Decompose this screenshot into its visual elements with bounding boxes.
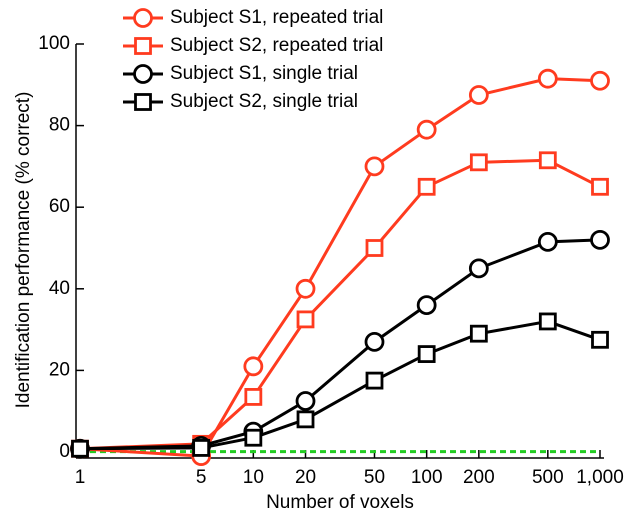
data-point: [244, 428, 263, 447]
data-point: [364, 156, 385, 177]
series-line: [79, 319, 601, 451]
data-point: [591, 177, 609, 196]
x-tick-label: 500: [532, 467, 564, 488]
data-point: [591, 330, 609, 349]
x-tick-label: 1,000: [576, 467, 624, 488]
data-point: [590, 229, 610, 250]
data-point: [537, 231, 558, 252]
y-tick-label: 60: [49, 196, 70, 217]
legend-label: Subject S1, single trial: [170, 63, 358, 84]
y-tick-label: 80: [49, 115, 70, 136]
data-point: [417, 177, 436, 196]
y-tick-label: 0: [59, 441, 70, 462]
data-point: [296, 310, 315, 329]
x-tick-label: 5: [196, 467, 207, 488]
series-line: [79, 238, 601, 451]
x-axis-label: Number of voxels: [266, 492, 414, 513]
data-point: [192, 439, 211, 457]
data-point: [468, 258, 489, 279]
x-tick-label: 50: [364, 467, 385, 488]
data-point: [364, 331, 385, 352]
data-point: [365, 239, 384, 257]
data-point: [295, 391, 316, 411]
data-point: [469, 153, 488, 172]
x-tick-label: 100: [411, 467, 443, 488]
legend-label: Subject S2, repeated trial: [170, 35, 383, 56]
data-point: [416, 295, 437, 316]
y-tick-label: 40: [49, 278, 70, 299]
x-tick-label: 1: [75, 467, 86, 488]
x-tick-label: 20: [295, 467, 316, 488]
legend-marker: [134, 37, 152, 55]
x-tick-label: 10: [243, 467, 264, 488]
x-tick-label: 200: [463, 467, 495, 488]
data-point: [416, 119, 437, 140]
legend-marker: [133, 64, 153, 84]
data-point: [243, 356, 264, 377]
data-point: [468, 85, 489, 105]
data-point: [296, 410, 315, 429]
data-point: [538, 312, 557, 331]
y-tick-label: 20: [49, 359, 70, 380]
legend-marker: [134, 93, 152, 111]
legend-label: Subject S2, single trial: [170, 91, 358, 112]
legend-label: Subject S1, repeated trial: [170, 7, 383, 28]
data-point: [537, 68, 558, 89]
legend-marker: [133, 8, 153, 28]
data-point: [590, 70, 610, 91]
data-point: [365, 371, 384, 390]
data-point: [538, 151, 557, 170]
y-tick-label: 100: [38, 33, 70, 54]
y-axis-label: Identification performance (% correct): [13, 92, 34, 409]
data-point: [71, 439, 89, 458]
data-point: [244, 388, 263, 406]
series-line: [79, 158, 601, 451]
data-point: [295, 278, 316, 299]
data-point: [469, 324, 488, 343]
data-point: [417, 345, 436, 363]
